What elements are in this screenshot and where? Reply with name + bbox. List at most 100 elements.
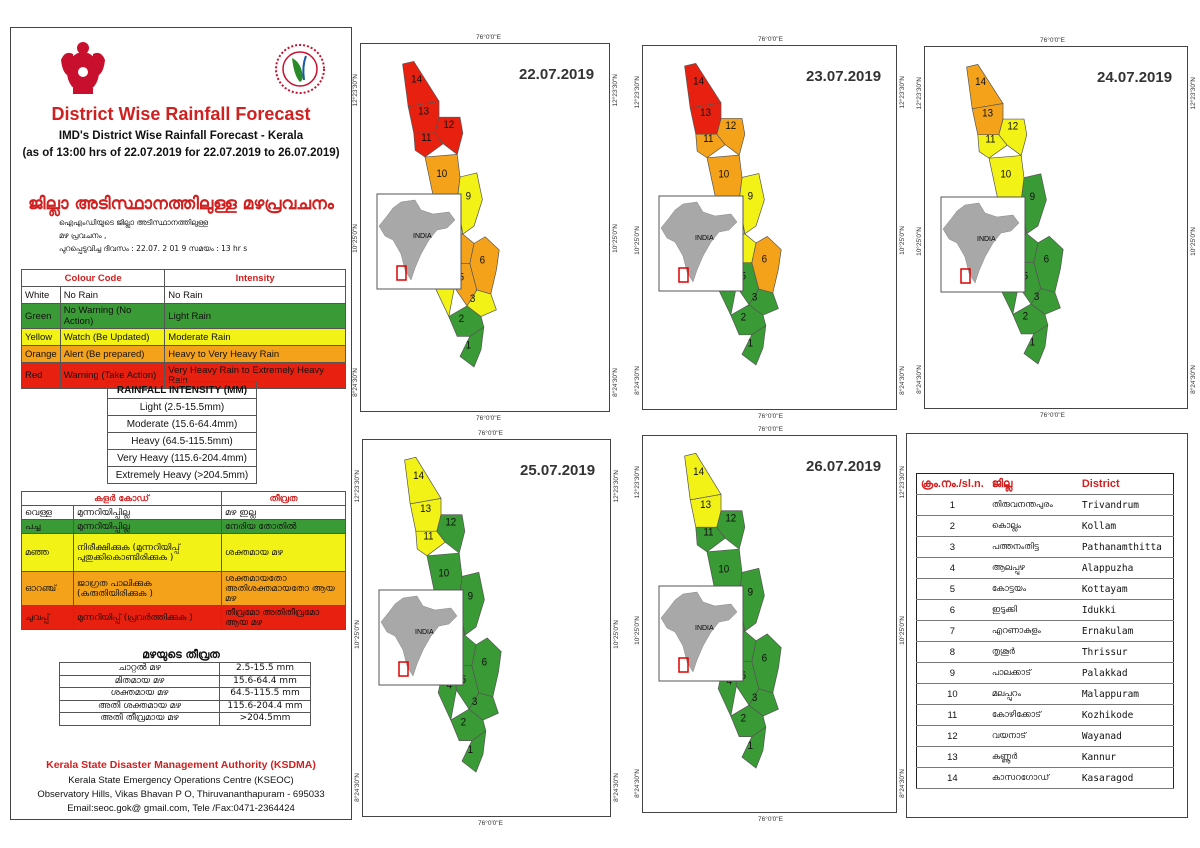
district-number-label: 13 — [700, 498, 711, 511]
district-name-malayalam: എറണാകുളം — [987, 620, 1078, 642]
india-label: INDIA — [413, 233, 432, 240]
ml-rainfall-label: ചാറ്റൽ മഴ — [59, 662, 220, 676]
district-row: 10 മലപ്പുറം Malappuram — [916, 683, 1174, 705]
longitude-label: 76°0'0"E — [478, 430, 503, 437]
latitude-label: 8°24'30"N — [916, 365, 923, 394]
forecast-date: 23.07.2019 — [806, 68, 882, 85]
ml-colour-action: നിരീക്ഷിക്കുക (മുന്നറിയിപ്പ് പുതുക്കികൊണ… — [73, 533, 222, 572]
district-name-malayalam: കണ്ണൂർ — [987, 746, 1078, 768]
ml-colour-action: മുന്നറിയിപ്പില്ല — [73, 519, 222, 534]
ml-colour-code-row: മഞ്ഞ നിരീക്ഷിക്കുക (മുന്നറിയിപ്പ് പുതുക്… — [21, 533, 346, 572]
district-region — [741, 324, 767, 366]
district-name: Idukki — [1077, 599, 1174, 621]
colour-intensity: No Rain — [164, 286, 346, 304]
district-number: 8 — [916, 641, 988, 663]
ml-colour-name: പച്ച — [21, 519, 74, 534]
longitude-label: 76°0'0"E — [476, 34, 501, 41]
latitude-label: 10°25'0"N — [899, 226, 906, 255]
latitude-label: 10°25'0"N — [354, 620, 361, 649]
malayalam-title: ജില്ലാ അടിസ്ഥാനത്തിലുള്ള മഴപ്രവചനം — [28, 194, 334, 214]
district-number-label: 9 — [468, 590, 474, 603]
district-number-label: 1 — [1030, 336, 1036, 349]
latitude-label: 8°24'30"N — [354, 773, 361, 802]
india-inset-map: INDIA — [378, 589, 464, 686]
longitude-label: 76°0'0"E — [758, 36, 783, 43]
latitude-label: 10°25'0"N — [634, 616, 641, 645]
page-title: District Wise Rainfall Forecast — [51, 104, 311, 124]
ml-rainfall-range: 2.5-15.5 mm — [219, 662, 311, 676]
district-name-malayalam: തിരുവനന്തപുരം — [987, 494, 1078, 516]
district-number: 5 — [916, 578, 988, 600]
rainfall-intensity-row: Very Heavy (115.6-204.4mm) — [107, 449, 257, 467]
india-inset-map: INDIA — [658, 195, 744, 292]
india-label: INDIA — [695, 625, 714, 632]
district-name: Wayanad — [1077, 725, 1174, 747]
district-number-label: 13 — [982, 107, 993, 120]
latitude-label: 8°24'30"N — [899, 769, 906, 798]
colour-name: Red — [21, 362, 61, 389]
rainfall-intensity-row: Extremely Heavy (>204.5mm) — [107, 466, 257, 484]
forecast-map-panel: 1234567891011121314INDIA 22.07.2019 76°0'0… — [352, 34, 619, 422]
forecast-date: 22.07.2019 — [519, 66, 595, 83]
district-name-malayalam: പാലക്കാട് — [987, 662, 1078, 684]
colour-name: White — [21, 286, 61, 304]
district-number: 13 — [916, 746, 988, 768]
legend-panel: District Wise Rainfall Forecast IMD's Di… — [10, 27, 352, 820]
district-region — [1023, 324, 1049, 365]
district-name-malayalam: കാസറഗോഡ് — [987, 767, 1078, 789]
district-number-label: 13 — [418, 105, 429, 118]
latitude-label: 12°23'30"N — [899, 76, 906, 109]
district-row: 1 തിരുവനന്തപുരം Trivandrum — [916, 494, 1174, 516]
malayalam-subtitle: ഐഎംഡിയുടെ ജില്ലാ അടിസ്ഥാനത്തിലുള്ള മഴ പ്… — [59, 216, 349, 255]
colour-code-row: White No Rain No Rain — [21, 286, 346, 304]
district-name: Trivandrum — [1077, 494, 1174, 516]
india-inset-map: INDIA — [940, 196, 1026, 293]
latitude-label: 10°25'0"N — [352, 224, 359, 253]
forecast-map-panel: 1234567891011121314INDIA24.07.201976°0'0… — [916, 37, 1197, 419]
colour-name: Yellow — [21, 328, 61, 346]
district-number: 11 — [916, 704, 988, 726]
district-number-label: 3 — [470, 292, 476, 305]
longitude-label: 76°0'0"E — [1040, 37, 1065, 44]
latitude-label: 10°25'0"N — [899, 616, 906, 645]
district-number-label: 14 — [975, 76, 986, 89]
district-number-label: 10 — [436, 167, 447, 180]
district-name: Kottayam — [1077, 578, 1174, 600]
district-number: 12 — [916, 725, 988, 747]
forecast-map-panel: 1234567891011121314INDIA25.07.201976°0'0… — [354, 430, 620, 827]
district-name-malayalam: കോട്ടയം — [987, 578, 1078, 600]
latitude-label: 12°23'30"N — [612, 74, 619, 107]
district-region — [751, 633, 782, 694]
latitude-label: 10°25'0"N — [612, 224, 619, 253]
ml-colour-action: മുന്നറിയിപ്പില്ല — [73, 505, 222, 520]
colour-action: Watch (Be Updated) — [59, 328, 166, 346]
ml-rainfall-intensity-heading: മഴയുടെ തീവ്രത — [142, 648, 220, 661]
kerala-highlight-box — [960, 268, 971, 284]
india-label: INDIA — [415, 629, 434, 636]
subtitle: IMD's District Wise Rainfall Forecast - … — [11, 128, 351, 162]
district-number-label: 6 — [762, 253, 768, 266]
latitude-label: 12°23'30"N — [613, 470, 620, 503]
district-number: 10 — [916, 683, 988, 705]
district-number-label: 6 — [482, 656, 488, 669]
ml-colour-name: ഓറഞ്ച് — [21, 571, 74, 606]
kerala-map: 1234567891011121314INDIA — [376, 60, 500, 368]
ml-colour-action: മുന്നറിയിപ്പ് (പ്രവർത്തിക്കുക ) — [73, 605, 222, 630]
intensity-header: Intensity — [164, 269, 346, 287]
latitude-label: 8°24'30"N — [613, 773, 620, 802]
district-row: 14 കാസറഗോഡ് Kasaragod — [916, 767, 1174, 789]
latitude-label: 10°25'0"N — [613, 620, 620, 649]
district-name-malayalam: ആലപ്പുഴ — [987, 557, 1078, 579]
ml-rainfall-label: അതി ശക്തമായ മഴ — [59, 699, 220, 713]
district-name-malayalam: പത്തനംതിട്ട — [987, 536, 1078, 558]
latitude-label: 10°25'0"N — [1190, 227, 1197, 256]
ml-rainfall-label: അതി തീവ്രമായ മഴ — [59, 712, 220, 726]
district-region — [404, 456, 442, 505]
district-name-malayalam: തൃശൂർ — [987, 641, 1078, 663]
district-number-label: 11 — [985, 133, 995, 146]
ml-rainfall-intensity-table: ചാറ്റൽ മഴ 2.5-15.5 mm മിതമായ മഴ 15.6-64.4 … — [59, 662, 311, 726]
ml-colour-code-row: ചുവപ്പ് മുന്നറിയിപ്പ് (പ്രവർത്തിക്കുക ) … — [21, 605, 346, 630]
longitude-label: 76°0'0"E — [758, 413, 783, 420]
latitude-label: 8°24'30"N — [612, 368, 619, 397]
kerala-emblem-icon — [61, 42, 105, 94]
